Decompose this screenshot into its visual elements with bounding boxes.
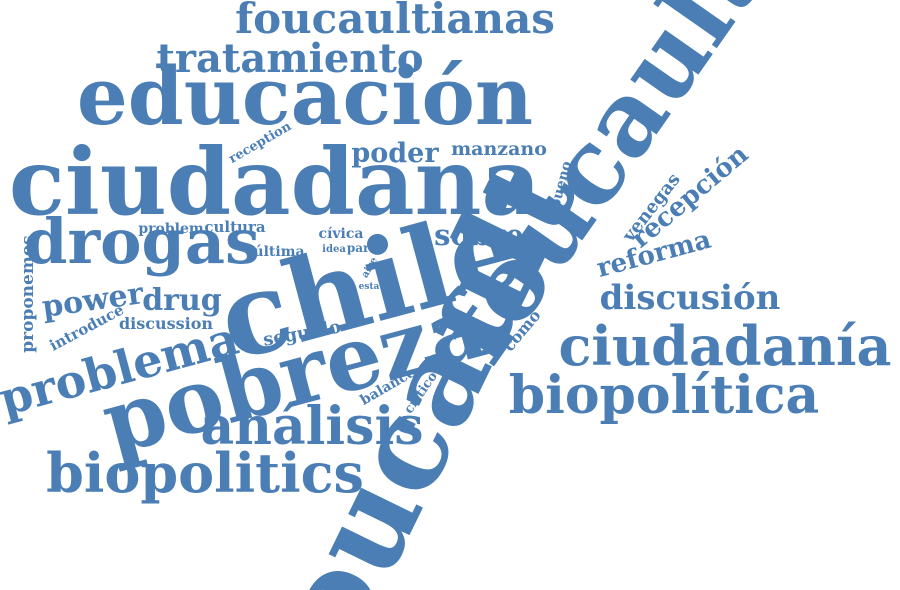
word-cultura: cultura	[204, 218, 265, 236]
word-sobre: sobre	[434, 218, 524, 252]
word-biopolitics: biopolitics	[46, 441, 364, 505]
word-proponemos: proponemos	[18, 235, 38, 352]
word-civica: cívica	[319, 226, 364, 242]
word-problem: problem	[138, 221, 204, 237]
word-analisis: análisis	[200, 396, 423, 457]
word-para: para	[347, 241, 377, 255]
word-manzano: manzano	[451, 138, 547, 160]
word-foucaultianas: foucaultianas	[235, 0, 555, 43]
word-esta: esta	[359, 282, 380, 292]
word-ciudadania: ciudadanía	[559, 314, 892, 378]
word-educacion: educación	[77, 49, 533, 143]
word-drug: drug	[142, 283, 222, 318]
word-ciudadana: ciudadana	[9, 128, 541, 236]
word-ultima: última	[253, 244, 304, 260]
word-discusion: discusión	[600, 278, 781, 318]
word-idea: idea	[322, 244, 346, 255]
word-drogas: drogas	[24, 205, 260, 278]
word-poder: poder	[351, 138, 439, 169]
word-tratamiento: tratamiento	[156, 35, 423, 82]
word-discussion: discussion	[119, 314, 213, 333]
word-biopolitica: biopolítica	[509, 365, 819, 426]
